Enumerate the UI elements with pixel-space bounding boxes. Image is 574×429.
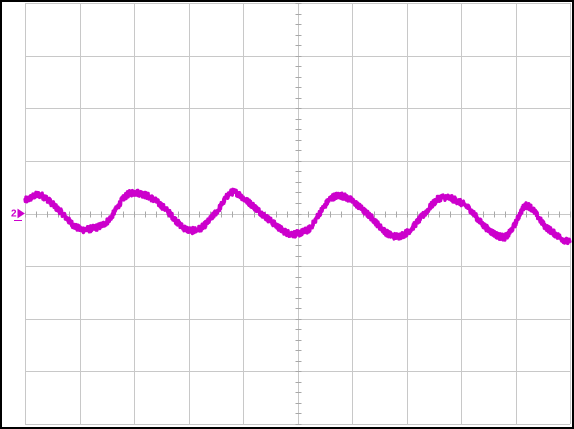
channel-2-label: 2 <box>11 209 17 220</box>
channel-2-arrow-icon <box>14 208 25 221</box>
waveform-traces <box>23 187 572 246</box>
waveform-trace <box>23 187 572 246</box>
channel-2-ground-marker: 2 <box>11 208 25 221</box>
